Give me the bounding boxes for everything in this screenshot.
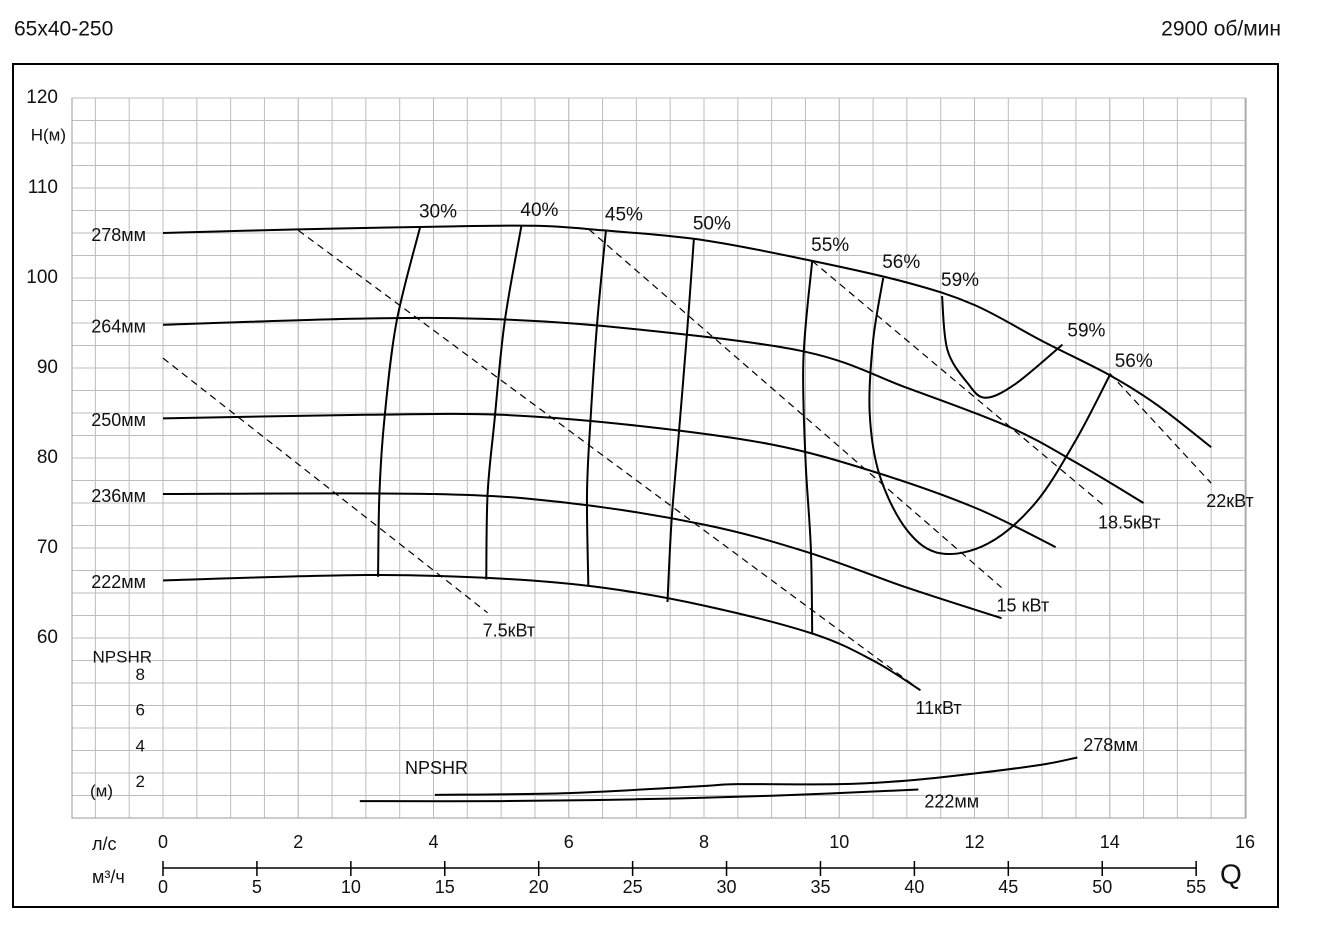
efficiency-curve [802, 260, 814, 635]
npshr-curve [359, 788, 919, 803]
x2-tick-label: 45 [998, 877, 1018, 897]
y-axis-label: H(м) [31, 125, 66, 144]
curve-label: 55% [811, 235, 849, 256]
x2-tick-label: 5 [252, 877, 262, 897]
curve-label: 236мм [91, 486, 146, 506]
y-tick-label: 100 [26, 267, 58, 288]
curve-label: 264мм [91, 317, 146, 337]
curve-label: 222мм [924, 791, 979, 811]
curve-label: 11кВт [915, 698, 961, 718]
x-tick-label: 12 [964, 832, 984, 852]
curve-label: 250мм [91, 410, 146, 430]
x-tick-label: 14 [1100, 832, 1120, 852]
x-axis-label: л/с [92, 834, 117, 854]
y-tick-label: 70 [37, 537, 58, 558]
grid [71, 97, 1247, 819]
frame [12, 63, 1279, 908]
head-curve [162, 492, 1002, 620]
x-tick-label: 8 [699, 832, 709, 852]
efficiency-curve [377, 227, 421, 577]
y2-tick-label: 8 [136, 665, 145, 684]
x2-tick-label: 25 [623, 877, 643, 897]
x-tick-label: 0 [158, 832, 168, 852]
curve-label: 59% [941, 270, 979, 291]
chart-title: 65x40-250 [14, 18, 113, 41]
x2-tick-label: 0 [158, 877, 168, 897]
efficiency-curve [585, 230, 607, 587]
chart-subtitle: 2900 об/мин [1161, 18, 1281, 41]
x2-tick-label: 50 [1092, 877, 1112, 897]
x2-tick-label: 30 [717, 877, 737, 897]
curve-label: 278мм [91, 225, 146, 245]
x2-axis-label: м³/ч [92, 867, 125, 887]
y2-tick-label: 2 [136, 772, 145, 791]
x2-tick-label: 55 [1186, 877, 1206, 897]
y-tick-label: 80 [37, 447, 58, 468]
curve-label: 15 кВт [997, 595, 1050, 615]
y-tick-label: 110 [28, 177, 58, 198]
y2-axis-unit: (м) [90, 781, 113, 800]
x-tick-label: 6 [564, 832, 574, 852]
y2-tick-label: 6 [136, 701, 145, 720]
x-tick-label: 4 [428, 832, 438, 852]
x2-tick-label: 10 [341, 877, 361, 897]
efficiency-curve [485, 225, 523, 580]
x2-tick-label: 35 [810, 877, 830, 897]
curve-label: 40% [520, 200, 558, 221]
x-tick-label: 16 [1235, 832, 1255, 852]
curve-label: 18.5кВт [1098, 513, 1161, 533]
curve-label: 222мм [91, 572, 146, 592]
x2-tick-label: 20 [529, 877, 549, 897]
curve-label: 278мм [1083, 735, 1138, 755]
head-curve [162, 224, 1212, 448]
x-tick-label: 2 [293, 832, 303, 852]
head-curve [162, 573, 921, 692]
power-curve [297, 229, 921, 691]
efficiency-curve [868, 277, 1111, 555]
y-tick-label: 60 [37, 627, 58, 648]
y-tick-label: 90 [37, 357, 58, 378]
efficiency-curve [666, 239, 695, 603]
x2-tick-label: 15 [435, 877, 455, 897]
curve-label: 56% [1115, 351, 1153, 372]
curve-label: 59% [1067, 321, 1105, 342]
power-curve [162, 357, 488, 614]
curve-label: 22кВт [1206, 491, 1254, 511]
curve-label: 56% [882, 252, 920, 273]
power-curve [811, 260, 1104, 506]
npshr-curve [434, 756, 1078, 796]
head-curve [162, 412, 1057, 548]
x2-tick-label: 40 [904, 877, 924, 897]
x-tick-label: 10 [829, 832, 849, 852]
npshr-annotation: NPSHR [405, 758, 468, 778]
curve-label: 7.5кВт [483, 621, 536, 641]
y-tick-label: 120 [26, 87, 58, 108]
y2-tick-label: 4 [136, 736, 145, 755]
curve-label: 30% [419, 202, 457, 223]
power-curve [1109, 372, 1212, 484]
efficiency-curve [941, 295, 1064, 399]
q-label: Q [1220, 858, 1242, 889]
head-curve [162, 316, 1145, 504]
curve-label: 45% [605, 204, 643, 225]
curve-label: 50% [693, 213, 731, 234]
y2-axis-label: NPSHR [92, 647, 152, 666]
